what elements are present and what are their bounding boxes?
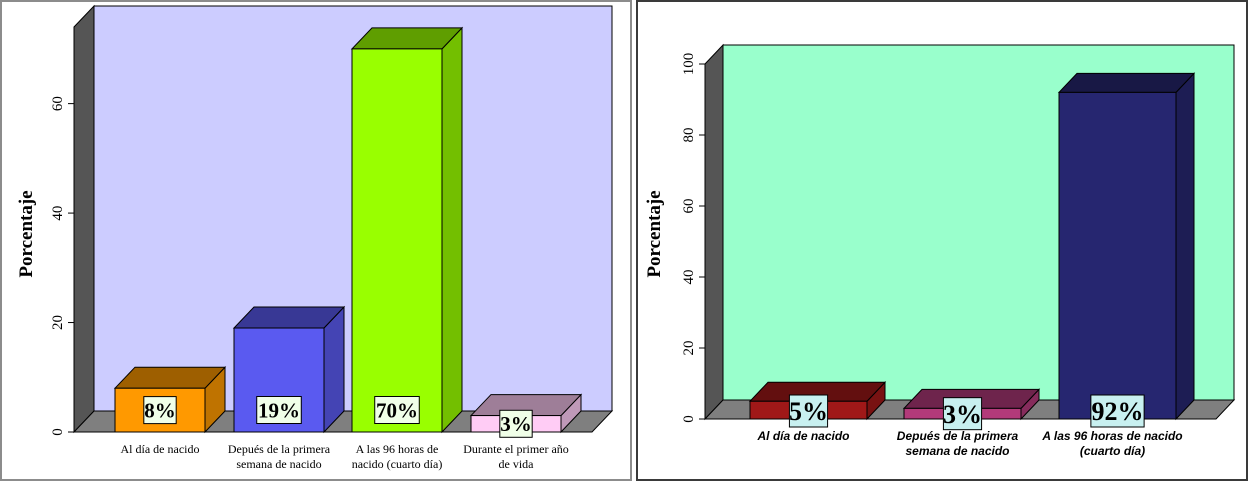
chart-0-data-label-2: 70% xyxy=(376,398,418,422)
chart-1-data-label-2: 92% xyxy=(1092,397,1144,426)
chart-0-side-wall xyxy=(73,4,95,434)
chart-0-data-label-box-1 xyxy=(256,396,302,424)
chart-1-category-label-2-line-1: (cuarto día) xyxy=(1080,444,1145,458)
chart-left: 0 20 40 60 Porcentaje 8% Al día de nacido 19% De… xyxy=(0,0,632,481)
chart-1-category-label-0-line-0: Al día de nacido xyxy=(756,429,849,443)
chart-1-data-label-box-0 xyxy=(788,394,829,428)
chart-0-bar-side-2 xyxy=(441,26,463,434)
chart-1-side-wall xyxy=(704,43,724,421)
chart-1-data-label-box-1 xyxy=(942,397,983,431)
chart-1-y-axis-label: Porcentaje xyxy=(644,190,665,277)
chart-1-y-tick-label-5: 100 xyxy=(681,53,697,76)
chart-1-category-label-0: Al día de nacido xyxy=(756,429,849,443)
chart-0-data-label-box-2 xyxy=(374,396,420,424)
chart-0-y-tick-label-2: 40 xyxy=(50,206,66,221)
chart-1-data-label-0: 5% xyxy=(789,397,828,426)
chart-0-data-label-box-3 xyxy=(499,409,533,438)
chart-1-data-label-box-2 xyxy=(1090,394,1145,428)
chart-left-svg: 0 20 40 60 Porcentaje 8% Al día de nacido 19% De… xyxy=(16,4,614,471)
chart-0-category-label-2: A las 96 horas de nacido (cuarto día) xyxy=(352,442,443,471)
chart-0-category-label-3-line-1: de vida xyxy=(499,457,535,471)
chart-0-category-label-2-line-0: A las 96 horas de xyxy=(356,442,439,456)
chart-0-category-label-1-line-1: semana de nacido xyxy=(236,457,321,471)
chart-1-category-label-1: Depués de la primera semana de nacido xyxy=(897,429,1019,458)
chart-1-category-label-2-line-0: A las 96 horas de nacido xyxy=(1041,429,1182,443)
chart-0-y-axis-label: Porcentaje xyxy=(16,190,37,277)
chart-1-bar-side-2 xyxy=(1175,72,1195,421)
chart-right: 0 20 40 60 80 100 Porcentaje 5% Al día de nacido… xyxy=(636,0,1248,481)
chart-0-bar-top-2 xyxy=(350,27,464,50)
chart-0-bar-top-0 xyxy=(113,366,227,389)
chart-0-bar-top-1 xyxy=(232,306,346,329)
chart-0-category-label-1-line-0: Depués de la primera xyxy=(228,442,331,456)
chart-1-category-label-1-line-0: Depués de la primera xyxy=(897,429,1019,443)
chart-0-data-label-3: 3% xyxy=(500,412,532,436)
chart-1-y-tick-label-1: 20 xyxy=(681,341,697,356)
chart-0-category-label-1: Depués de la primera semana de nacido xyxy=(228,442,331,471)
chart-0-bar-2 xyxy=(351,48,443,433)
chart-0-category-label-3: Durante el primer año de vida xyxy=(463,442,569,471)
chart-0-data-label-1: 19% xyxy=(258,398,300,422)
chart-0-data-label-0: 8% xyxy=(144,398,176,422)
chart-0-category-label-2-line-1: nacido (cuarto día) xyxy=(352,457,443,471)
chart-0-category-label-3-line-0: Durante el primer año xyxy=(463,442,569,456)
chart-1-y-tick-label-2: 40 xyxy=(681,270,697,285)
chart-1-y-tick-label-3: 60 xyxy=(681,199,697,214)
chart-1-bar-2 xyxy=(1058,91,1177,420)
chart-1-category-label-2: A las 96 horas de nacido (cuarto día) xyxy=(1041,429,1182,458)
chart-right-svg: 0 20 40 60 80 100 Porcentaje 5% Al día de nacido… xyxy=(644,43,1236,458)
chart-0-data-label-box-0 xyxy=(143,396,177,425)
chart-1-bar-top-2 xyxy=(1057,72,1196,93)
chart-0-category-label-0: Al día de nacido xyxy=(121,442,200,456)
chart-0-y-tick-label-1: 20 xyxy=(50,315,66,330)
chart-1-y-tick-label-4: 80 xyxy=(681,128,697,143)
chart-0-bar-side-1 xyxy=(323,305,345,434)
chart-0-category-label-0-line-0: Al día de nacido xyxy=(121,442,200,456)
chart-1-category-label-1-line-1: semana de nacido xyxy=(905,444,1009,458)
chart-0-y-tick-label-0: 0 xyxy=(50,428,66,436)
chart-0-y-tick-label-3: 60 xyxy=(50,96,66,111)
chart-1-y-tick-label-0: 0 xyxy=(681,415,697,423)
chart-1-data-label-1: 3% xyxy=(943,400,982,429)
